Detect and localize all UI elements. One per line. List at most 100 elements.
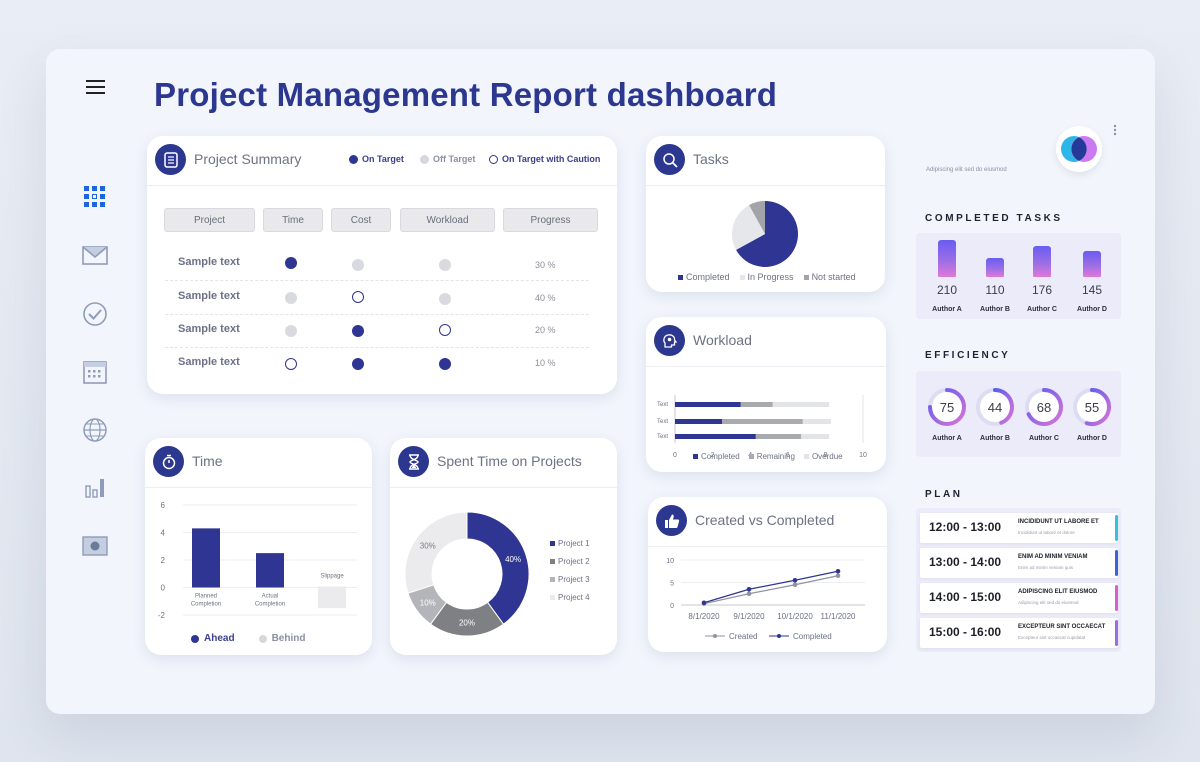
completed-tasks-panel: 210 Author A 110 Author B 176 Author C 145 Auth… [916,233,1121,319]
plan-subtext: Enim ad minim veniam quis [1018,565,1074,570]
profile-caption: Adipiscing elit sed do eiusmod [926,167,1007,173]
globe-icon[interactable] [81,416,109,444]
row-label: Sample text [178,356,240,368]
legend-completed: Completed [678,272,730,282]
legend-swatch [739,275,745,280]
author-label: Author D [1077,435,1107,442]
menu-icon[interactable] [86,78,106,96]
slice-label: 20% [459,619,475,628]
bar-segment [722,419,803,424]
row-divider [165,280,589,281]
efficiency-title: EFFICIENCY [925,350,1011,361]
legend-in-progress: In Progress [739,272,794,282]
dot-grey-icon [258,634,267,643]
legend-completed: Completed [693,452,740,461]
bar-chart-icon[interactable] [81,474,109,502]
legend-swatch [803,454,809,459]
created-vs-completed-card: Created vs Completed 10 5 0 8/1/2020 9/1/202… [648,497,887,652]
workload-header: Workload [646,317,886,367]
time-bar-chart: 6 4 2 0 -2 Planned Completion Actual Completion S… [158,501,357,620]
created-vs-completed-title: Created vs Completed [695,512,835,528]
column-header-time[interactable]: Time [263,208,323,232]
bar-segment [675,419,722,424]
row-label: Text [657,419,668,425]
data-point [746,591,752,597]
author-label: Author C [1029,435,1059,442]
status-dot [352,259,364,271]
bar-label: Actual [262,594,279,600]
bar-label: Completion [191,602,221,608]
document-icon [155,144,186,175]
spent-time-donut-chart: 40% 20% 10% 30% Project 1 Project 2 Project 3 P… [404,511,590,637]
more-vertical-icon[interactable] [1112,124,1118,138]
legend-swatch [550,559,555,564]
legend-caution: On Target with Caution [489,154,600,164]
row-label: Sample text [178,323,240,335]
avatar[interactable] [1056,126,1102,172]
bar-label: Planned [195,594,217,600]
plan-item[interactable]: 15:00 - 16:00 EXCEPTEUR SINT OCCAECAT Ex… [920,618,1118,648]
legend-remaining: Remaining [748,452,795,461]
check-circle-icon[interactable] [81,300,109,328]
workload-title: Workload [693,332,752,348]
plan-item[interactable]: 13:00 - 14:00 ENIM AD MINIM VENIAM Enim … [920,548,1118,578]
column-header-project[interactable]: Project [164,208,255,232]
mail-icon[interactable] [81,242,109,270]
pie-slice [736,201,798,267]
row-divider [165,347,589,348]
bar [256,553,284,588]
legend-label: Project 3 [558,575,590,584]
data-point [792,577,798,583]
data-point [792,582,798,588]
time-title: Time [192,453,223,469]
bar-segment [740,402,773,407]
tasks-title: Tasks [693,151,729,167]
author-label: Author D [1077,306,1107,313]
status-dot [439,293,451,305]
time-legend: Ahead Behind [191,633,305,644]
ring-value: 55 [1085,400,1099,415]
status-dot [352,291,364,303]
plan-task: ADIPISCING ELIT EIUSMOD [1018,589,1098,595]
plan-title: PLAN [925,489,963,500]
plan-item[interactable]: 14:00 - 15:00 ADIPISCING ELIT EIUSMOD Ad… [920,583,1118,613]
plan-task: ENIM AD MINIM VENIAM [1018,554,1088,560]
plan-item[interactable]: 12:00 - 13:00 INCIDIDUNT UT LABORE ET In… [920,513,1118,543]
tick-label: -2 [158,611,166,620]
data-point [701,600,707,606]
legend-overdue: Overdue [803,452,843,461]
tick-label: 4 [161,529,166,538]
calendar-icon[interactable] [81,358,109,386]
plan-task: INCIDIDUNT UT LABORE ET [1018,519,1099,525]
author-label: Author A [932,306,962,313]
bar-value: 110 [985,283,1005,297]
legend-on-target: On Target [349,154,404,164]
legend-label: Completed [793,632,832,641]
ring-progress [1026,388,1063,426]
row-label: Sample text [178,256,240,268]
plan-time: 12:00 - 13:00 [929,520,1002,534]
completed-bar [1083,251,1101,277]
dot-filled-icon [191,634,199,643]
column-header-workload[interactable]: Workload [400,208,495,232]
completed-tasks-title: COMPLETED TASKS [925,213,1063,224]
tick-label: 0 [161,584,166,593]
grid-icon[interactable] [81,183,109,211]
slice-label: 40% [505,555,521,564]
workload-card: Workload TextTextText0246810 Completed R… [646,317,886,472]
bar-value: 145 [1081,283,1103,297]
legend-label: Project 4 [558,593,590,602]
tasks-header: Tasks [646,136,885,186]
data-point [746,586,752,592]
ring-value: 44 [988,400,1002,415]
status-dot [352,325,364,337]
screen-icon[interactable] [81,532,109,560]
column-header-progress[interactable]: Progress [503,208,598,232]
legend-label: Project 1 [558,539,590,548]
spent-time-title: Spent Time on Projects [437,453,582,469]
plan-color-bar [1115,550,1118,576]
legend-swatch [678,275,683,280]
row-divider [165,314,589,315]
column-header-cost[interactable]: Cost [331,208,391,232]
bar-value: 176 [1031,283,1053,297]
